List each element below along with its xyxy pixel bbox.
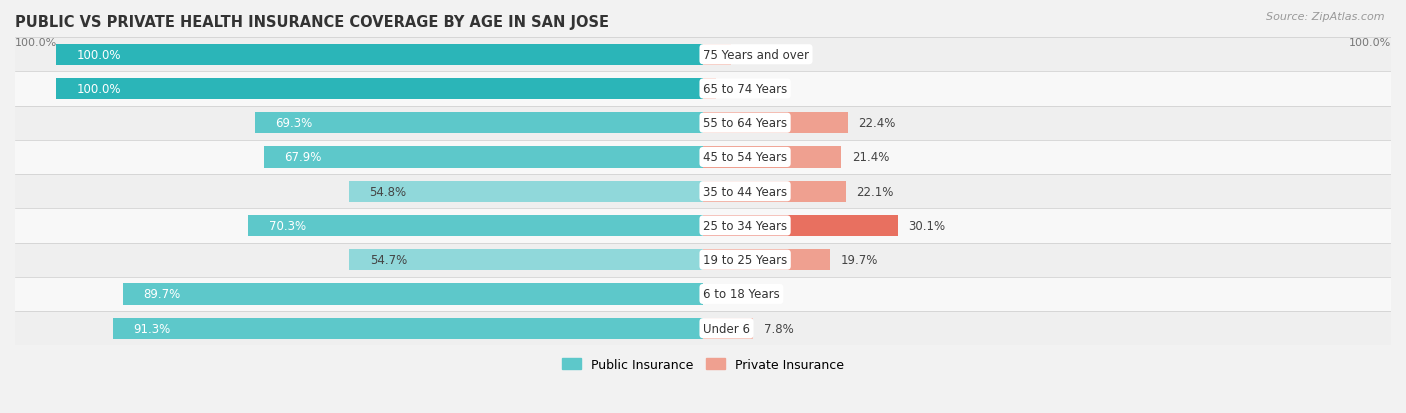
Bar: [249, 215, 703, 237]
Text: Under 6: Under 6: [703, 322, 749, 335]
Legend: Public Insurance, Private Insurance: Public Insurance, Private Insurance: [557, 353, 849, 376]
Bar: [349, 181, 703, 202]
Bar: [703, 147, 841, 168]
Bar: [15, 140, 1391, 175]
Text: 4.3%: 4.3%: [741, 49, 770, 62]
Text: 69.3%: 69.3%: [276, 117, 312, 130]
Text: 45 to 54 Years: 45 to 54 Years: [703, 151, 787, 164]
Bar: [15, 311, 1391, 345]
Text: Source: ZipAtlas.com: Source: ZipAtlas.com: [1267, 12, 1385, 22]
Text: PUBLIC VS PRIVATE HEALTH INSURANCE COVERAGE BY AGE IN SAN JOSE: PUBLIC VS PRIVATE HEALTH INSURANCE COVER…: [15, 15, 609, 30]
Text: 22.1%: 22.1%: [856, 185, 894, 198]
Text: 100.0%: 100.0%: [77, 49, 121, 62]
Bar: [15, 106, 1391, 140]
Text: 65 to 74 Years: 65 to 74 Years: [703, 83, 787, 96]
Bar: [15, 175, 1391, 209]
Text: 21.4%: 21.4%: [852, 151, 889, 164]
Text: 67.9%: 67.9%: [284, 151, 322, 164]
Bar: [15, 209, 1391, 243]
Text: 100.0%: 100.0%: [1348, 38, 1391, 48]
Text: 55 to 64 Years: 55 to 64 Years: [703, 117, 787, 130]
Bar: [122, 284, 703, 305]
Text: 0.0%: 0.0%: [713, 288, 742, 301]
Text: 30.1%: 30.1%: [908, 219, 945, 233]
Bar: [15, 277, 1391, 311]
Text: 100.0%: 100.0%: [77, 83, 121, 96]
Bar: [56, 78, 703, 100]
Bar: [254, 113, 703, 134]
Text: 75 Years and over: 75 Years and over: [703, 49, 808, 62]
Bar: [264, 147, 703, 168]
Bar: [703, 45, 731, 66]
Text: 100.0%: 100.0%: [15, 38, 58, 48]
Bar: [703, 318, 754, 339]
Text: 70.3%: 70.3%: [269, 219, 307, 233]
Bar: [703, 249, 831, 271]
Bar: [349, 249, 703, 271]
Text: 35 to 44 Years: 35 to 44 Years: [703, 185, 787, 198]
Bar: [703, 181, 846, 202]
Text: 7.8%: 7.8%: [763, 322, 793, 335]
Bar: [703, 215, 897, 237]
Text: 22.4%: 22.4%: [858, 117, 896, 130]
Bar: [112, 318, 703, 339]
Text: 2.0%: 2.0%: [727, 83, 756, 96]
Text: 91.3%: 91.3%: [134, 322, 170, 335]
Bar: [15, 72, 1391, 106]
Text: 54.7%: 54.7%: [370, 254, 408, 266]
Bar: [15, 243, 1391, 277]
Text: 19 to 25 Years: 19 to 25 Years: [703, 254, 787, 266]
Text: 89.7%: 89.7%: [143, 288, 181, 301]
Text: 19.7%: 19.7%: [841, 254, 879, 266]
Text: 25 to 34 Years: 25 to 34 Years: [703, 219, 787, 233]
Bar: [56, 45, 703, 66]
Bar: [703, 78, 716, 100]
Text: 54.8%: 54.8%: [370, 185, 406, 198]
Bar: [15, 38, 1391, 72]
Bar: [703, 113, 848, 134]
Text: 6 to 18 Years: 6 to 18 Years: [703, 288, 780, 301]
